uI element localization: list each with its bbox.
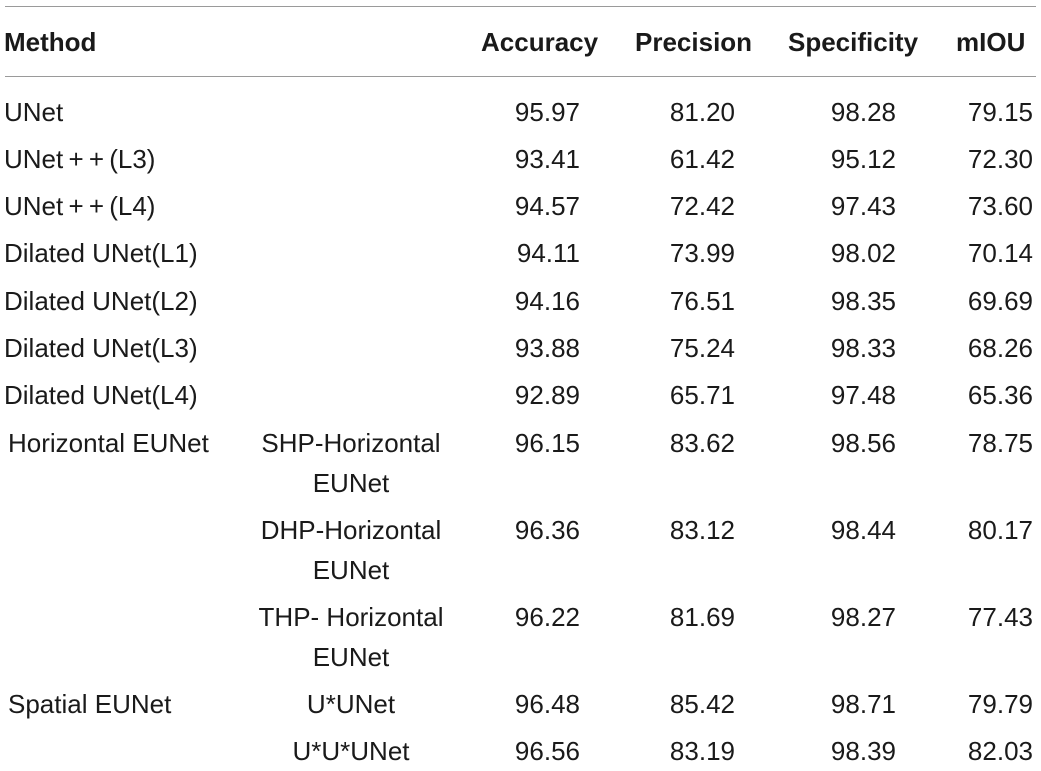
cell-specificity: 95.12 <box>830 144 896 174</box>
cell-precision: 85.42 <box>669 689 735 719</box>
cell-variant: SHP-Horizontal EUNet <box>261 428 441 498</box>
cell-variant: U*U*UNet <box>292 736 410 766</box>
cell-precision: 61.42 <box>669 144 735 174</box>
cell-accuracy: 94.57 <box>514 191 580 221</box>
cell-miou: 65.36 <box>967 380 1033 410</box>
cell-miou: 80.17 <box>967 515 1033 545</box>
cell-method: Dilated UNet(L4) <box>4 380 198 410</box>
cell-specificity: 97.48 <box>830 380 896 410</box>
cell-variant: DHP-Horizontal EUNet <box>260 515 442 585</box>
cell-precision: 83.12 <box>669 515 735 545</box>
cell-method: UNet + + (L4) <box>4 191 156 221</box>
cell-miou: 79.15 <box>967 97 1033 127</box>
table-row: THP- Horizontal EUNet 96.22 81.69 98.27 … <box>0 597 1041 677</box>
cell-miou: 70.14 <box>967 238 1033 268</box>
table-top-rule <box>5 6 1036 7</box>
cell-miou: 72.30 <box>967 144 1033 174</box>
cell-accuracy: 96.36 <box>514 515 580 545</box>
cell-miou: 69.69 <box>967 286 1033 316</box>
cell-accuracy: 93.88 <box>514 333 580 363</box>
cell-accuracy: 96.48 <box>514 689 580 719</box>
cell-precision: 72.42 <box>669 191 735 221</box>
cell-precision: 83.19 <box>669 736 735 766</box>
cell-miou: 68.26 <box>967 333 1033 363</box>
cell-precision: 81.69 <box>669 602 735 632</box>
cell-specificity: 98.44 <box>830 515 896 545</box>
cell-specificity: 98.56 <box>830 428 896 458</box>
cell-accuracy: 93.41 <box>514 144 580 174</box>
cell-method: UNet + + (L3) <box>4 144 156 174</box>
cell-precision: 76.51 <box>669 286 735 316</box>
header-method: Method <box>4 27 97 57</box>
cell-miou: 77.43 <box>967 602 1033 632</box>
header-specificity: Specificity <box>788 27 919 57</box>
cell-specificity: 98.35 <box>830 286 896 316</box>
cell-miou: 79.79 <box>967 689 1033 719</box>
header-accuracy: Accuracy <box>481 27 599 57</box>
cell-group: Spatial EUNet <box>8 689 172 719</box>
cell-method: Dilated UNet(L2) <box>4 286 198 316</box>
cell-variant: THP- Horizontal EUNet <box>258 602 444 672</box>
cell-specificity: 98.39 <box>830 736 896 766</box>
table-header: Method Accuracy Precision Specificity mI… <box>0 20 1041 64</box>
cell-accuracy: 96.22 <box>514 602 580 632</box>
cell-accuracy: 96.15 <box>514 428 580 458</box>
cell-precision: 81.20 <box>669 97 735 127</box>
cell-accuracy: 94.11 <box>516 238 580 268</box>
table-row: Horizontal EUNet SHP-Horizontal EUNet 96… <box>0 423 1041 503</box>
cell-method: UNet <box>4 97 64 127</box>
header-miou: mIOU <box>956 27 1026 57</box>
cell-specificity: 98.71 <box>830 689 896 719</box>
cell-specificity: 97.43 <box>830 191 896 221</box>
cell-miou: 78.75 <box>967 428 1033 458</box>
cell-accuracy: 94.16 <box>514 286 580 316</box>
cell-miou: 73.60 <box>967 191 1033 221</box>
cell-precision: 65.71 <box>669 380 735 410</box>
table-row: DHP-Horizontal EUNet 96.36 83.12 98.44 8… <box>0 510 1041 590</box>
cell-method: Dilated UNet(L1) <box>4 238 198 268</box>
cell-specificity: 98.02 <box>830 238 896 268</box>
header-precision: Precision <box>635 27 753 57</box>
cell-specificity: 98.33 <box>830 333 896 363</box>
cell-precision: 73.99 <box>669 238 735 268</box>
cell-group: Horizontal EUNet <box>8 428 209 458</box>
cell-variant: U*UNet <box>306 689 396 719</box>
cell-method: Dilated UNet(L3) <box>4 333 198 363</box>
cell-accuracy: 92.89 <box>514 380 580 410</box>
cell-specificity: 98.27 <box>830 602 896 632</box>
header-rule <box>5 76 1036 77</box>
cell-accuracy: 95.97 <box>514 97 580 127</box>
cell-precision: 83.62 <box>669 428 735 458</box>
cell-specificity: 98.28 <box>830 97 896 127</box>
cell-miou: 82.03 <box>967 736 1033 766</box>
cell-accuracy: 96.56 <box>514 736 580 766</box>
cell-precision: 75.24 <box>669 333 735 363</box>
